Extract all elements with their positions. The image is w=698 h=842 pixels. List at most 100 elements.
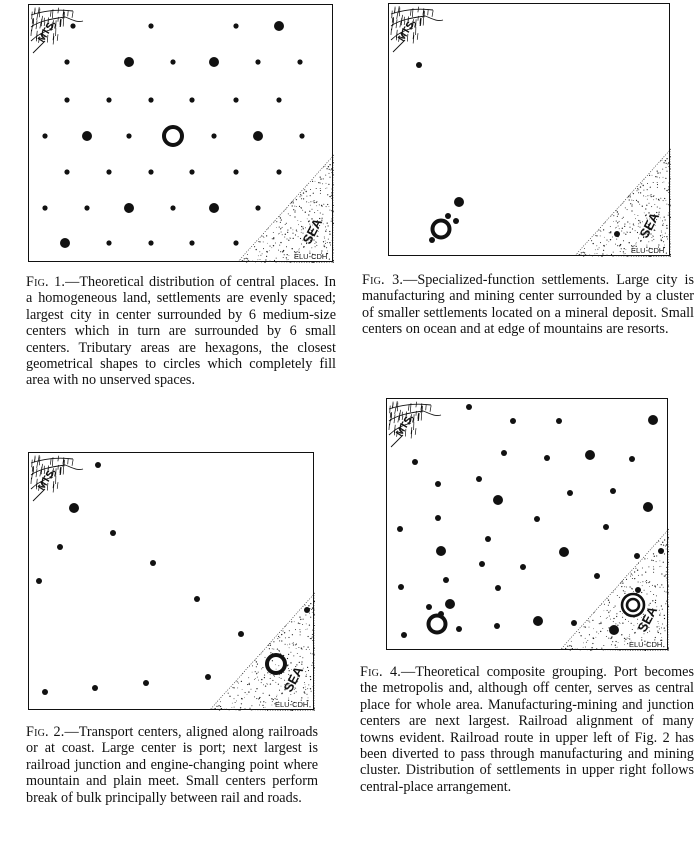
- small-settlement-dot: [233, 169, 239, 175]
- small-settlement-dot: [398, 584, 404, 590]
- small-settlement-dot: [64, 169, 70, 175]
- small-settlement-dot: [544, 455, 550, 461]
- mountains-hatching: [388, 400, 442, 448]
- small-settlement-dot: [401, 632, 407, 638]
- medium-settlement-dot: [609, 625, 619, 635]
- small-settlement-dot: [205, 674, 211, 680]
- figure-4-map: MTS. SEA ELU-CDH: [386, 398, 669, 651]
- figure-1-map: MTS. SEA ELU-CDH: [28, 4, 334, 263]
- small-settlement-dot: [64, 59, 70, 65]
- small-settlement-dot: [435, 481, 441, 487]
- small-settlement-dot: [510, 418, 516, 424]
- small-settlement-dot: [170, 59, 176, 65]
- small-settlement-dot: [233, 97, 239, 103]
- figure-2-caption-text: —Transport centers, aligned along railro…: [26, 724, 318, 806]
- small-settlement-dot: [614, 231, 620, 237]
- small-settlement-dot: [594, 573, 600, 579]
- credit-label: ELU-CDH: [631, 246, 664, 255]
- small-settlement-dot: [397, 526, 403, 532]
- medium-settlement-dot: [585, 450, 595, 460]
- figure-2-caption: Fig. 2.—Transport centers, aligned along…: [26, 724, 318, 806]
- small-settlement-dot: [634, 553, 640, 559]
- sea-stipple: [238, 154, 334, 263]
- figure-3-caption-text: —Specialized-function settlements. Large…: [362, 272, 694, 338]
- small-settlement-dot: [42, 205, 48, 211]
- small-settlement-dot: [495, 585, 501, 591]
- small-settlement-dot: [494, 623, 500, 629]
- small-settlement-dot: [189, 169, 195, 175]
- small-settlement-dot: [443, 577, 449, 583]
- medium-settlement-dot: [69, 503, 79, 513]
- medium-settlement-dot: [274, 21, 284, 31]
- small-settlement-dot: [92, 685, 98, 691]
- small-settlement-dot: [170, 205, 176, 211]
- mountains-hatching: [30, 6, 84, 54]
- small-settlement-dot: [276, 97, 282, 103]
- small-settlement-dot: [466, 404, 472, 410]
- small-settlement-dot: [238, 631, 244, 637]
- small-settlement-dot: [416, 62, 422, 68]
- small-settlement-dot: [556, 418, 562, 424]
- credit-label: ELU-CDH: [294, 252, 327, 261]
- medium-settlement-dot: [209, 203, 219, 213]
- small-settlement-dot: [479, 561, 485, 567]
- figure-1-caption-label: Fig. 1.: [26, 274, 66, 290]
- medium-settlement-dot: [124, 57, 134, 67]
- medium-settlement-dot: [454, 197, 464, 207]
- medium-settlement-dot: [253, 131, 263, 141]
- medium-settlement-dot: [124, 203, 134, 213]
- small-settlement-dot: [435, 515, 441, 521]
- metropolis-inner-ring: [625, 597, 641, 613]
- small-settlement-dot: [571, 620, 577, 626]
- small-settlement-dot: [534, 516, 540, 522]
- figure-3-map: MTS. SEA ELU-CDH: [388, 3, 671, 257]
- small-settlement-dot: [520, 564, 526, 570]
- large-center-ring: [162, 125, 184, 147]
- figure-4-caption: Fig. 4.—Theoretical composite grouping. …: [360, 664, 694, 795]
- small-settlement-dot: [148, 97, 154, 103]
- small-settlement-dot: [453, 218, 459, 224]
- medium-settlement-dot: [436, 546, 446, 556]
- small-settlement-dot: [476, 476, 482, 482]
- large-center-ring: [265, 653, 287, 675]
- small-settlement-dot: [629, 456, 635, 462]
- small-settlement-dot: [233, 23, 239, 29]
- figure-3-caption: Fig. 3.—Specialized-function settlements…: [362, 272, 694, 338]
- figure-1-caption-text: —Theoretical distribution of central pla…: [26, 274, 336, 389]
- medium-settlement-dot: [209, 57, 219, 67]
- medium-settlement-dot: [493, 495, 503, 505]
- small-settlement-dot: [148, 23, 154, 29]
- small-settlement-dot: [412, 459, 418, 465]
- small-settlement-dot: [603, 524, 609, 530]
- small-settlement-dot: [42, 133, 48, 139]
- medium-settlement-dot: [82, 131, 92, 141]
- medium-settlement-dot: [648, 415, 658, 425]
- sea-stipple: [210, 592, 315, 711]
- small-settlement-dot: [297, 59, 303, 65]
- figure-3-caption-label: Fig. 3.: [362, 272, 404, 288]
- small-settlement-dot: [106, 169, 112, 175]
- small-settlement-dot: [110, 530, 116, 536]
- small-settlement-dot: [445, 213, 451, 219]
- medium-settlement-dot: [445, 599, 455, 609]
- small-settlement-dot: [194, 596, 200, 602]
- small-settlement-dot: [304, 607, 310, 613]
- small-settlement-dot: [36, 578, 42, 584]
- small-settlement-dot: [485, 536, 491, 542]
- small-settlement-dot: [148, 169, 154, 175]
- small-settlement-dot: [95, 462, 101, 468]
- small-settlement-dot: [126, 133, 132, 139]
- small-settlement-dot: [610, 488, 616, 494]
- small-settlement-dot: [143, 680, 149, 686]
- small-settlement-dot: [150, 560, 156, 566]
- small-settlement-dot: [255, 205, 261, 211]
- small-settlement-dot: [106, 240, 112, 246]
- large-center-ring: [430, 218, 452, 240]
- small-settlement-dot: [42, 689, 48, 695]
- figure-2-caption-label: Fig. 2.: [26, 724, 65, 740]
- small-settlement-dot: [299, 133, 305, 139]
- figure-4-caption-label: Fig. 4.: [360, 664, 401, 680]
